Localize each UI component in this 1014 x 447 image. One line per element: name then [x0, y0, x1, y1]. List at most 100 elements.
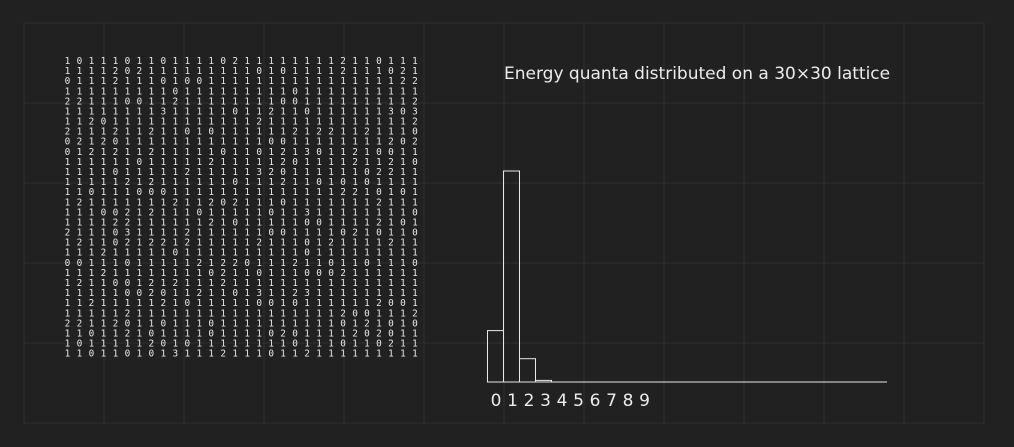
lattice-cell: 2	[65, 96, 71, 107]
lattice-cell: 1	[89, 127, 95, 138]
lattice-cell: 2	[220, 258, 226, 269]
lattice-cell: 1	[101, 288, 107, 299]
lattice-cell: 1	[89, 157, 95, 168]
lattice-cell: 1	[137, 278, 143, 289]
lattice-cell: 2	[388, 137, 394, 148]
lattice-cell: 0	[388, 328, 394, 339]
lattice-cell: 1	[376, 349, 382, 360]
lattice-cell: 1	[149, 106, 155, 117]
lattice-cell: 1	[184, 197, 190, 208]
lattice-cell: 1	[388, 288, 394, 299]
lattice-cell: 1	[125, 137, 131, 148]
lattice-cell: 2	[280, 147, 286, 158]
lattice-cell: 2	[196, 288, 202, 299]
lattice-cell: 1	[65, 248, 71, 259]
lattice-cell: 0	[280, 66, 286, 77]
lattice-cell: 0	[412, 228, 418, 239]
lattice-cell: 0	[89, 328, 95, 339]
lattice-cell: 1	[304, 339, 310, 350]
lattice-cell: 1	[292, 238, 298, 249]
lattice-cell: 2	[340, 56, 346, 67]
lattice-cell: 0	[268, 349, 274, 360]
lattice-cell: 1	[280, 258, 286, 269]
lattice-cell: 1	[208, 66, 214, 77]
lattice-cell: 2	[364, 318, 370, 329]
lattice-cell: 2	[196, 258, 202, 269]
histogram-tick-label: 0	[491, 391, 502, 411]
lattice-cell: 1	[328, 349, 334, 360]
lattice-cell: 1	[268, 308, 274, 319]
lattice-cell: 2	[268, 167, 274, 178]
lattice-cell: 1	[340, 167, 346, 178]
lattice-cell: 1	[101, 76, 107, 87]
lattice-cell: 1	[196, 157, 202, 168]
lattice-cell: 0	[328, 258, 334, 269]
lattice-cell: 1	[196, 137, 202, 148]
lattice-cell: 1	[376, 76, 382, 87]
lattice-cell: 0	[304, 238, 310, 249]
lattice-cell: 1	[412, 66, 418, 77]
lattice-cell: 2	[352, 157, 358, 168]
lattice-cell: 2	[184, 238, 190, 249]
lattice-cell: 1	[220, 187, 226, 198]
lattice-cell: 0	[196, 207, 202, 218]
lattice-cell: 1	[208, 207, 214, 218]
lattice-cell: 1	[125, 117, 131, 128]
lattice-cell: 1	[77, 207, 83, 218]
lattice-cell: 1	[400, 197, 406, 208]
lattice-cell: 1	[412, 86, 418, 97]
lattice-cell: 1	[184, 288, 190, 299]
lattice-cell: 1	[268, 66, 274, 77]
lattice-cell: 0	[340, 339, 346, 350]
lattice-cell: 1	[65, 106, 71, 117]
lattice-cell: 1	[220, 117, 226, 128]
lattice-cell: 0	[376, 147, 382, 158]
lattice-cell: 1	[161, 258, 167, 269]
lattice-cell: 1	[352, 268, 358, 279]
lattice-cell: 2	[256, 238, 262, 249]
energy-lattice-grid: 1 0 1 1 1 0 1 1 0 1 1 1 1 0 2 1 1 1 1 1 1 1 1 2 1 1 0 1 1 11 1 1 1 2 0 2 1 1 1…	[65, 56, 418, 360]
lattice-cell: 0	[137, 187, 143, 198]
lattice-cell: 1	[340, 258, 346, 269]
lattice-cell: 1	[161, 157, 167, 168]
lattice-cell: 1	[149, 248, 155, 259]
lattice-cell: 1	[220, 177, 226, 188]
lattice-cell: 2	[400, 76, 406, 87]
lattice-cell: 1	[89, 339, 95, 350]
lattice-cell: 1	[304, 76, 310, 87]
lattice-cell: 1	[268, 339, 274, 350]
lattice-cell: 0	[388, 66, 394, 77]
lattice-cell: 0	[376, 56, 382, 67]
lattice-cell: 1	[244, 76, 250, 87]
lattice-cell: 1	[149, 318, 155, 329]
lattice-cell: 0	[220, 197, 226, 208]
lattice-cell: 0	[352, 308, 358, 319]
lattice-cell: 1	[232, 127, 238, 138]
lattice-cell: 1	[149, 268, 155, 279]
lattice-cell: 1	[77, 117, 83, 128]
lattice-cell: 1	[412, 147, 418, 158]
lattice-cell: 0	[400, 187, 406, 198]
lattice-cell: 1	[113, 56, 119, 67]
lattice-cell: 1	[340, 349, 346, 360]
lattice-cell: 0	[292, 339, 298, 350]
lattice-cell: 1	[244, 318, 250, 329]
lattice-cell: 1	[256, 187, 262, 198]
histogram-tick-label: 9	[639, 391, 650, 411]
lattice-cell: 2	[412, 308, 418, 319]
lattice-cell: 1	[232, 76, 238, 87]
lattice-cell: 2	[101, 268, 107, 279]
lattice-cell: 1	[268, 76, 274, 87]
lattice-cell: 1	[232, 167, 238, 178]
lattice-cell: 2	[125, 207, 131, 218]
lattice-cell: 1	[352, 207, 358, 218]
lattice-cell: 1	[208, 167, 214, 178]
lattice-cell: 1	[77, 349, 83, 360]
lattice-cell: 0	[125, 288, 131, 299]
lattice-cell: 0	[340, 318, 346, 329]
